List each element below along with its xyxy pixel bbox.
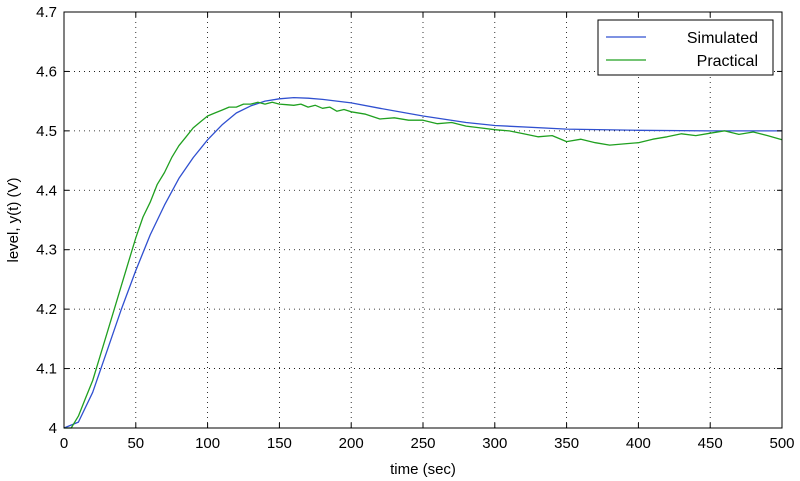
series-lines xyxy=(63,96,783,429)
x-tick-label: 0 xyxy=(60,435,68,452)
series-line-simulated xyxy=(63,96,782,429)
axis-ticks xyxy=(63,11,783,429)
y-tick-label: 4.5 xyxy=(36,123,57,140)
legend-label-practical: Practical xyxy=(697,53,758,70)
x-tick-label: 350 xyxy=(554,435,579,452)
y-tick-labels: 4 4.1 4.2 4.3 4.4 4.5 4.6 4.7 xyxy=(36,4,57,437)
x-tick-label: 250 xyxy=(410,435,435,452)
x-tick-label: 100 xyxy=(195,435,220,452)
x-tick-label: 500 xyxy=(769,435,794,452)
x-tick-label: 50 xyxy=(127,435,144,452)
legend: Simulated Practical xyxy=(597,19,774,76)
y-tick-label: 4.1 xyxy=(36,361,57,378)
legend-box xyxy=(597,19,774,76)
y-tick-label: 4.2 xyxy=(36,301,57,318)
y-tick-label: 4.7 xyxy=(36,4,57,21)
x-tick-labels: 0 50 100 150 200 250 300 350 400 450 500 xyxy=(60,435,795,452)
series-line-practical xyxy=(64,101,783,429)
y-tick-label: 4 xyxy=(49,420,57,437)
x-tick-label: 450 xyxy=(698,435,723,452)
x-axis-label: time (sec) xyxy=(390,461,456,478)
x-tick-label: 150 xyxy=(267,435,292,452)
y-tick-label: 4.3 xyxy=(36,242,57,259)
x-tick-label: 200 xyxy=(339,435,364,452)
y-tick-label: 4.6 xyxy=(36,63,57,80)
y-axis-label: level, y(t) (V) xyxy=(5,177,22,262)
x-tick-label: 300 xyxy=(482,435,507,452)
x-tick-label: 400 xyxy=(626,435,651,452)
y-tick-label: 4.4 xyxy=(36,182,57,199)
legend-label-simulated: Simulated xyxy=(687,30,758,47)
